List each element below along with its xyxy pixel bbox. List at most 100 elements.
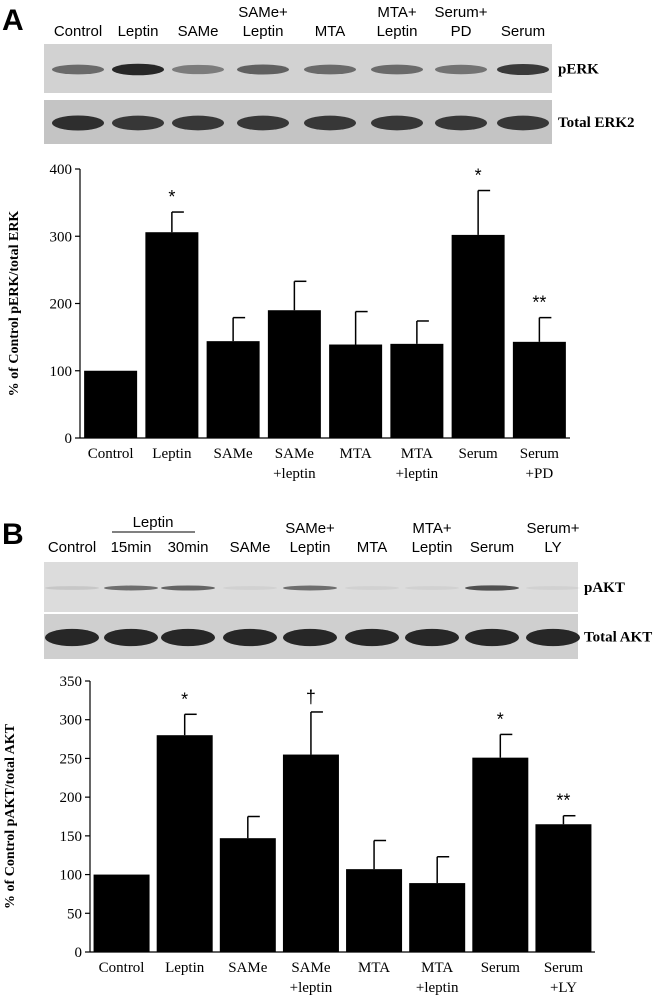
blot-band-1-4 (304, 115, 356, 131)
y-tick-label-4: 400 (50, 162, 73, 178)
blot-label-1: Total AKT (584, 630, 652, 646)
bar-2 (206, 341, 260, 438)
lane-label-4-line-1: Leptin (290, 539, 331, 556)
x-category-label-6-line-0: Serum (481, 960, 520, 976)
blot-band-0-7 (497, 63, 549, 76)
bar-1 (145, 232, 199, 438)
bar-chart-a: 0 100 200 300 400 % of Control pERK/total ERK… (7, 162, 570, 482)
western-blot-b: Control 15min 30min SAMe SAMe+ Leptin MTA MTA+ L… (44, 514, 652, 659)
y-tick-label-2: 200 (50, 297, 73, 313)
significance-marker-3: † (306, 687, 316, 707)
blot-band-1-7 (497, 115, 549, 131)
panel-b: B Control 15min 30min SAMe SAMe+ Leptin MTA MTA… (2, 514, 652, 996)
lane-label-6-line-0: Serum+ (435, 4, 488, 21)
lane-label-7-line-0: Serum (501, 23, 545, 40)
y-tick-label-5: 250 (60, 751, 83, 767)
blot-band-1-5 (345, 628, 399, 647)
y-tick-label-1: 50 (67, 906, 82, 922)
x-category-label-7-line-1: +PD (526, 466, 554, 482)
lane-label-5-line-1: Leptin (377, 23, 418, 40)
blot-band-1-2 (161, 628, 215, 647)
lane-label-1-line-0: Leptin (118, 23, 159, 40)
significance-marker-1: * (181, 689, 188, 709)
lane-label-5-line-0: MTA+ (377, 4, 417, 21)
blot-band-1-0 (52, 115, 104, 131)
panel-letter-a: A (2, 4, 24, 37)
bar-7 (535, 824, 592, 952)
blot-band-0-5 (345, 586, 399, 590)
lane-label-2-line-0: SAMe (178, 23, 219, 40)
x-category-label-3-line-0: SAMe (291, 960, 331, 976)
blot-band-0-2 (172, 64, 224, 75)
blot-band-0-0 (52, 64, 104, 75)
blot-band-1-1 (104, 628, 158, 647)
blot-band-1-6 (405, 628, 459, 647)
bar-7 (512, 341, 566, 438)
blot-band-0-2 (161, 585, 215, 591)
x-category-label-2-line-0: SAMe (228, 960, 268, 976)
blot-band-1-4 (283, 628, 337, 647)
x-category-label-3-line-1: +leptin (290, 980, 333, 996)
y-axis-label: % of Control pERK/total ERK (7, 211, 22, 397)
blot-band-0-7 (465, 585, 519, 591)
blot-band-0-4 (283, 585, 337, 591)
significance-marker-1: * (168, 187, 175, 207)
blot-band-0-8 (526, 586, 580, 590)
blot-band-1-3 (237, 115, 289, 131)
bar-2 (219, 838, 276, 952)
blot-band-0-0 (45, 586, 99, 590)
lane-label-6-line-0: MTA+ (412, 520, 452, 537)
blot-band-0-6 (405, 586, 459, 590)
bar-1 (156, 735, 213, 952)
x-category-label-4-line-0: MTA (340, 446, 372, 462)
significance-marker-7: ** (556, 791, 570, 811)
blot-band-1-3 (223, 628, 277, 647)
lane-label-4-line-0: SAMe+ (285, 520, 335, 537)
y-tick-label-1: 100 (50, 364, 73, 380)
bar-6 (472, 757, 529, 952)
blot-band-1-1 (112, 115, 164, 131)
blot-band-1-7 (465, 628, 519, 647)
bar-5 (390, 343, 444, 438)
y-tick-label-4: 200 (60, 790, 83, 806)
western-blot-a: Control Leptin SAMe SAMe+ Leptin MTA MTA+ Lepti… (44, 4, 635, 144)
lane-label-6-line-1: Leptin (412, 539, 453, 556)
significance-marker-6: * (475, 166, 482, 186)
bar-0 (93, 874, 150, 952)
panel-a: A Control Leptin SAMe SAMe+ Leptin MTA MTA+ Lep… (2, 4, 635, 482)
blot-band-0-3 (223, 586, 277, 590)
lane-label-0-line-0: Control (48, 539, 96, 556)
blot-band-0-1 (104, 585, 158, 591)
lane-label-0-line-0: Control (54, 23, 102, 40)
blot-band-1-2 (172, 115, 224, 131)
bar-3 (267, 310, 321, 438)
blot-band-0-6 (435, 64, 487, 75)
x-category-label-4-line-0: MTA (358, 960, 390, 976)
lane-label-5-line-0: MTA (357, 539, 388, 556)
lane-label-3-line-0: SAMe (230, 539, 271, 556)
x-category-label-2-line-0: SAMe (214, 446, 254, 462)
blot-label-0: pAKT (584, 580, 625, 596)
bar-0 (84, 370, 138, 438)
x-category-label-7-line-0: Serum (520, 446, 559, 462)
y-axis-label: % of Control pAKT/total AKT (3, 723, 18, 909)
x-category-label-1-line-0: Leptin (152, 446, 192, 462)
x-category-label-1-line-0: Leptin (165, 960, 205, 976)
x-category-label-3-line-1: +leptin (273, 466, 316, 482)
x-category-label-3-line-0: SAMe (275, 446, 315, 462)
lane-label-4-line-0: MTA (315, 23, 346, 40)
y-tick-label-0: 0 (75, 945, 83, 961)
x-category-label-7-line-1: +LY (550, 980, 577, 996)
lane-label-3-line-0: SAMe+ (238, 4, 288, 21)
blot-band-0-4 (304, 64, 356, 75)
x-category-label-5-line-0: MTA (421, 960, 453, 976)
x-category-label-5-line-1: +leptin (416, 980, 459, 996)
blot-band-0-1 (112, 63, 164, 76)
lane-label-8-line-0: Serum+ (527, 520, 580, 537)
blot-band-0-5 (371, 64, 423, 75)
blot-band-1-6 (435, 115, 487, 131)
blot-label-0: pERK (558, 62, 599, 78)
lane-label-6-line-1: PD (451, 23, 472, 40)
blot-band-1-5 (371, 115, 423, 131)
